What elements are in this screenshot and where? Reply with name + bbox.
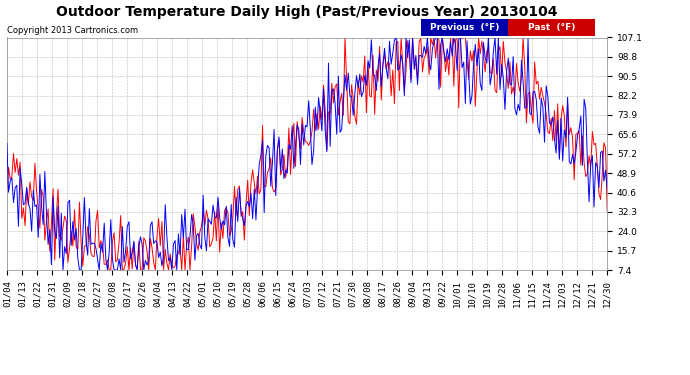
Text: Copyright 2013 Cartronics.com: Copyright 2013 Cartronics.com xyxy=(7,26,138,35)
Title: Outdoor Temperature Daily High (Past/Previous Year) 20130104: Outdoor Temperature Daily High (Past/Pre… xyxy=(57,5,558,19)
